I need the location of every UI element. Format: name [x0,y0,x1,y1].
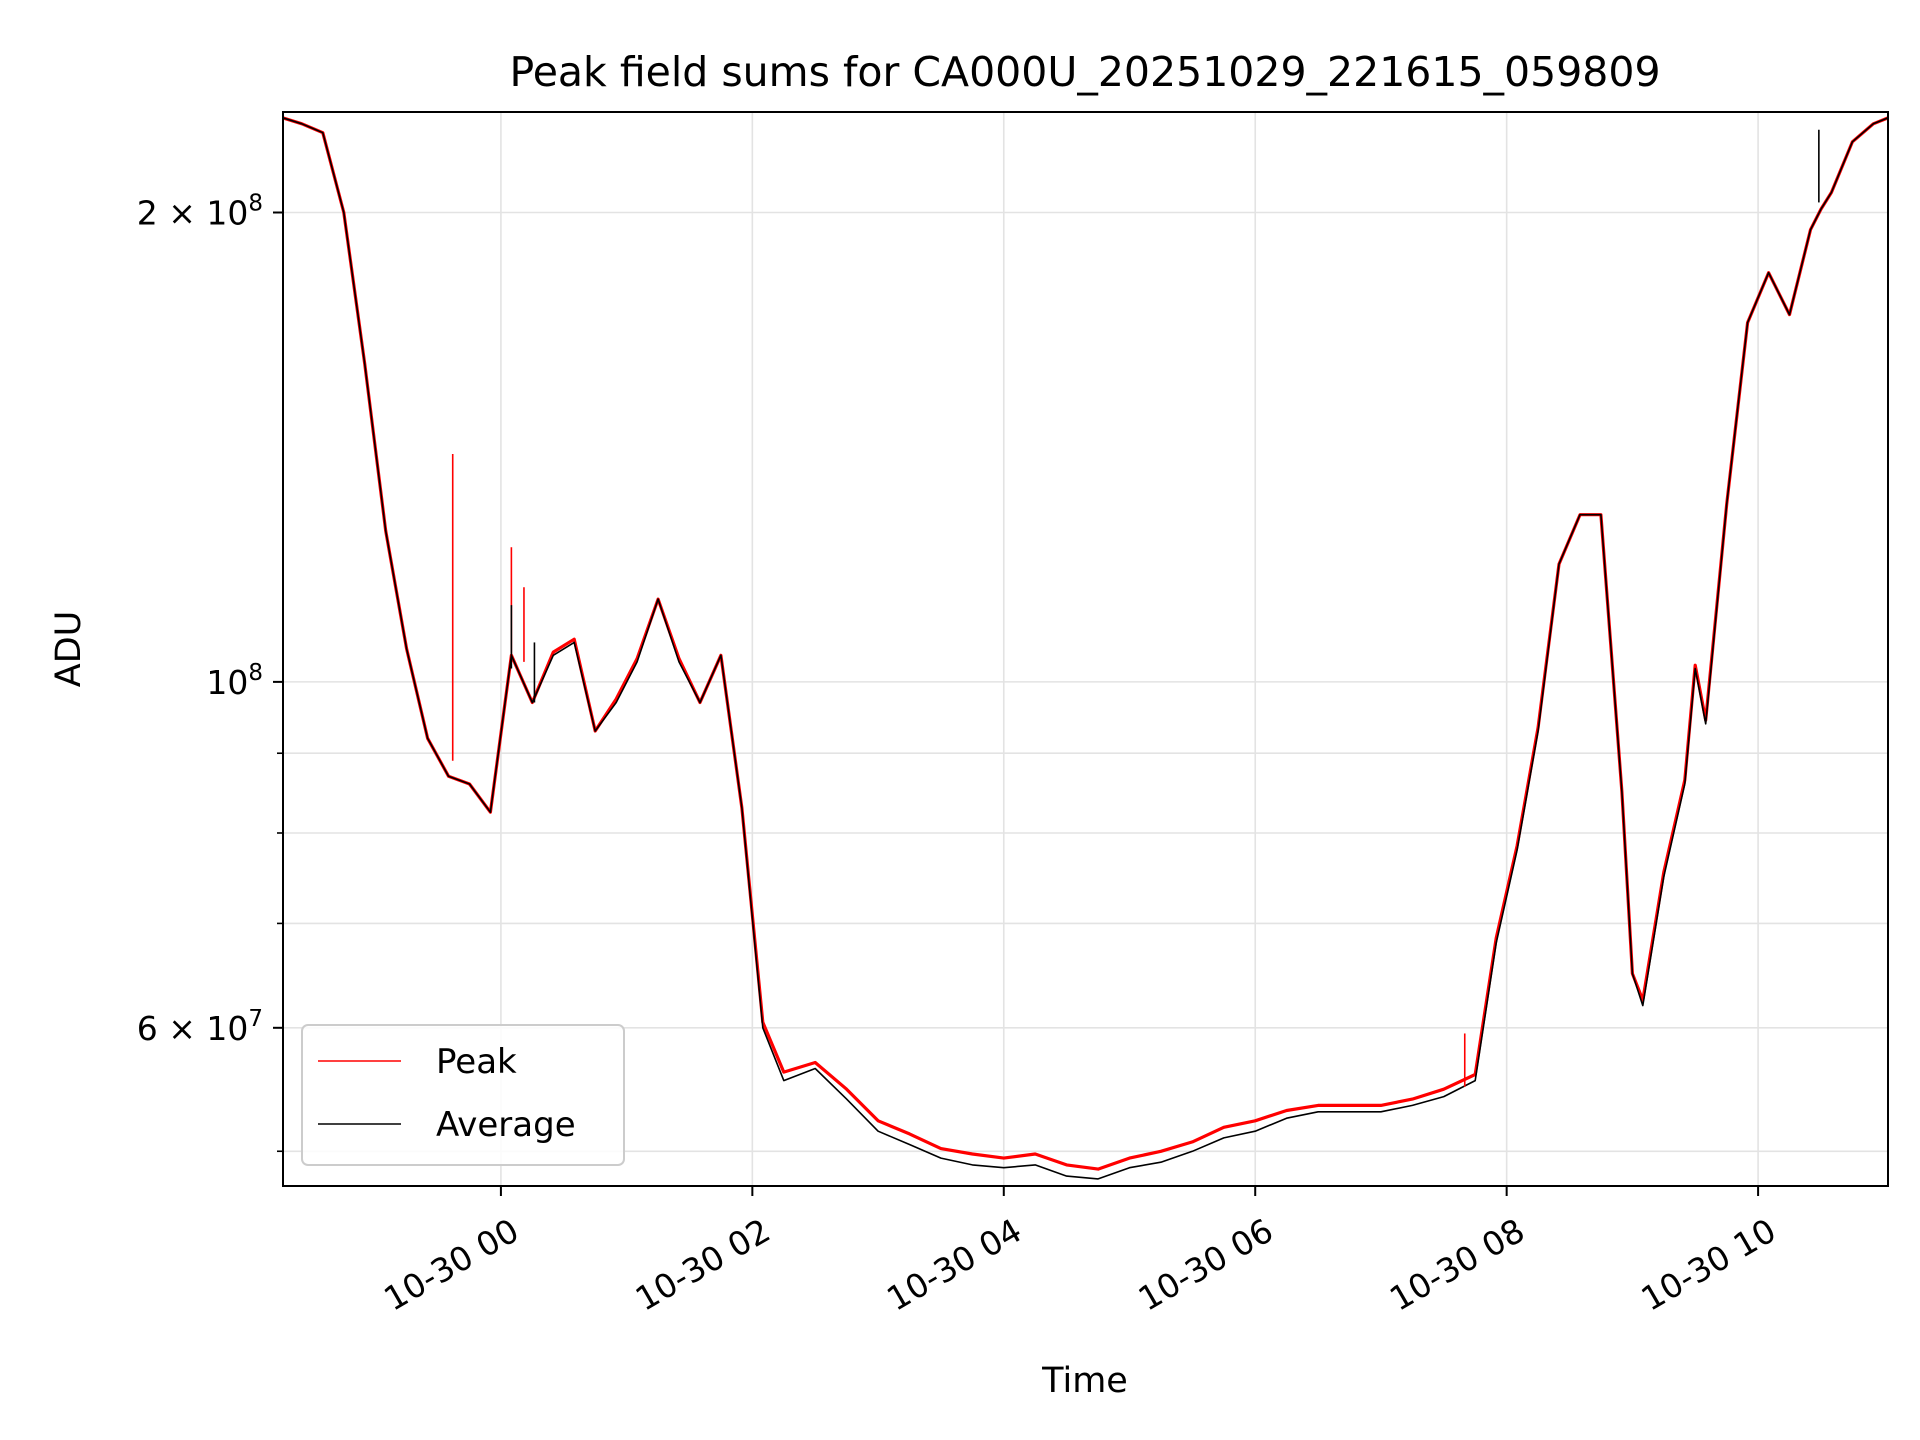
plot-area [283,116,1888,1180]
legend-label-average: Average [436,1105,576,1145]
series-line-average [283,117,1888,1180]
x-axis-label: Time [1041,1361,1128,1401]
y-tick-label: 2 × 108 [137,191,263,233]
series-layer [283,116,1888,1180]
chart-title: Peak field sums for CA000U_20251029_2216… [509,48,1660,96]
y-axis-ticks: 6 × 107 108 2 × 108 [137,191,283,1153]
y-tick-label: 108 [206,660,263,702]
legend-label-peak: Peak [436,1042,517,1082]
legend-box [301,1024,625,1166]
y-axis-label: ADU [49,611,89,688]
y-tick-label: 6 × 107 [137,1006,263,1048]
legend: Peak Average [301,1024,625,1166]
plot-frame [282,111,1889,1187]
